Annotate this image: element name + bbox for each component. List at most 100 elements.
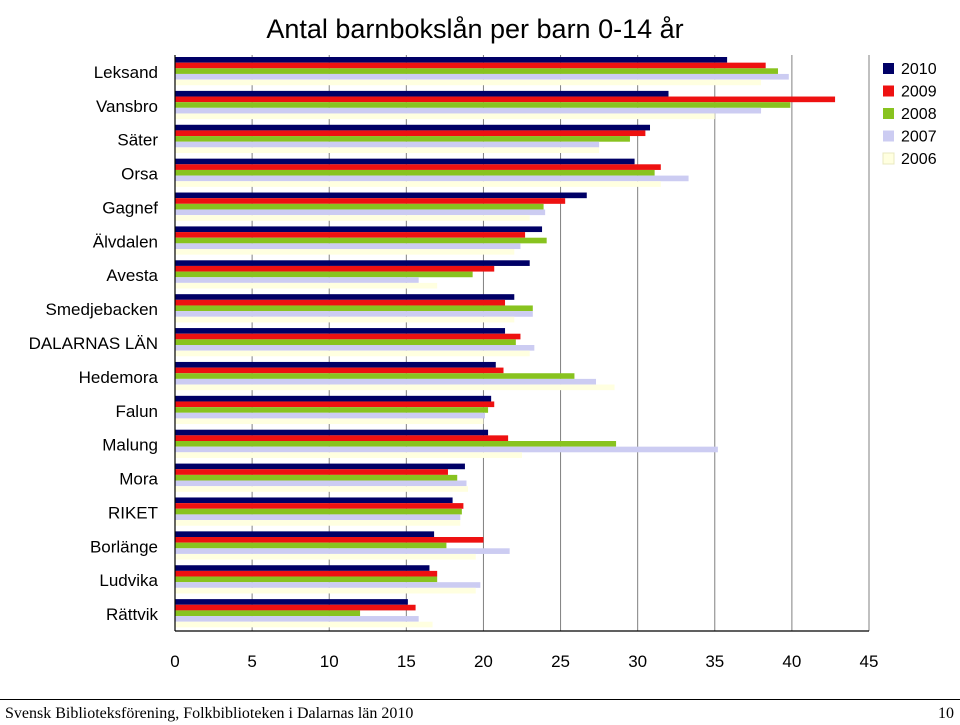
category-label: Avesta	[106, 266, 158, 285]
footer-text: Svensk Biblioteksförening, Folkbibliotek…	[5, 705, 414, 722]
category-label: Älvdalen	[93, 232, 158, 251]
legend-swatch-2006	[882, 152, 895, 165]
bar-2008-smedjebacken	[175, 305, 533, 312]
bar-2008-malung	[175, 441, 617, 447]
bar-2007-gagnef	[175, 209, 546, 216]
bar-2007-mora	[175, 480, 467, 487]
bar-2008-säter	[175, 136, 630, 142]
bar-2010-mora	[175, 463, 465, 470]
bar-2009-älvdalen	[175, 232, 526, 238]
x-tick-label: 10	[320, 652, 339, 671]
bar-2008-mora	[175, 474, 458, 481]
bar-2010-riket	[175, 497, 453, 504]
x-tick-label: 0	[170, 652, 179, 671]
legend-swatch-2009	[883, 85, 894, 97]
legend-label-2006: 2006	[901, 151, 937, 168]
bar-2007-leksand	[175, 73, 789, 80]
bar-2008-leksand	[175, 68, 779, 74]
category-label: Vansbro	[96, 97, 158, 116]
bar-2008-hedemora	[175, 373, 575, 379]
category-label: DALARNAS LÄN	[29, 334, 158, 353]
x-tick-label: 45	[860, 652, 879, 671]
bar-2010-rättvik	[175, 599, 408, 605]
legend-label-2008: 2008	[901, 106, 937, 123]
category-label: Ludvika	[99, 571, 158, 590]
bar-2010-säter	[175, 124, 651, 131]
bar-2010-hedemora	[175, 361, 496, 368]
bar-2009-mora	[175, 469, 448, 475]
bar-2008-dalarnas-län	[175, 339, 516, 345]
category-label: RIKET	[108, 503, 158, 522]
bar-2008-avesta	[175, 271, 473, 278]
bar-2006-falun	[175, 418, 484, 425]
category-label: Smedjebacken	[46, 300, 158, 319]
bar-2010-ludvika	[175, 565, 430, 571]
bar-2006-gagnef	[175, 215, 530, 221]
x-tick-label: 25	[551, 652, 570, 671]
bar-2007-vansbro	[175, 107, 762, 114]
bar-2009-ludvika	[175, 570, 438, 577]
bar-2010-gagnef	[175, 192, 587, 199]
bar-2008-rättvik	[175, 610, 361, 617]
bar-2009-säter	[175, 130, 646, 137]
bar-2009-riket	[175, 503, 464, 509]
category-label: Falun	[115, 402, 158, 421]
legend-label-2009: 2009	[901, 84, 937, 101]
bar-2007-dalarnas-län	[175, 345, 535, 351]
bar-2006-ludvika	[175, 587, 476, 594]
bar-2010-malung	[175, 429, 489, 436]
bar-2007-hedemora	[175, 378, 597, 385]
bar-2009-falun	[175, 401, 495, 408]
x-tick-label: 35	[705, 652, 724, 671]
bar-2006-smedjebacken	[175, 316, 515, 323]
bar-2008-älvdalen	[175, 237, 547, 244]
bar-2007-orsa	[175, 175, 689, 182]
bar-2009-borlänge	[175, 537, 484, 543]
x-tick-label: 5	[247, 652, 256, 671]
legend-swatch-2010	[883, 63, 894, 74]
bar-2006-orsa	[175, 181, 661, 187]
bar-2009-vansbro	[175, 96, 836, 103]
bar-2010-smedjebacken	[175, 294, 515, 300]
bar-2006-leksand	[175, 79, 762, 86]
bar-2009-dalarnas-län	[175, 333, 521, 340]
bar-2010-älvdalen	[175, 226, 543, 233]
bar-2009-avesta	[175, 265, 495, 272]
bar-2006-älvdalen	[175, 249, 515, 255]
bar-2006-avesta	[175, 282, 438, 289]
category-label: Rättvik	[106, 605, 158, 624]
bar-2009-leksand	[175, 62, 766, 69]
bar-chart: 0 5 10 15 20 25 30 35 40 45 Leksand Vansbro Säter Ors…	[29, 55, 937, 671]
category-label: Hedemora	[79, 368, 159, 387]
category-label: Mora	[119, 470, 158, 489]
bar-2007-avesta	[175, 277, 419, 283]
x-tick-label: 15	[397, 652, 416, 671]
bar-2009-smedjebacken	[175, 299, 506, 306]
bar-2006-vansbro	[175, 113, 715, 120]
bar-2006-malung	[175, 452, 522, 458]
category-label: Orsa	[121, 165, 158, 184]
bar-2008-falun	[175, 407, 489, 413]
bar-2006-säter	[175, 147, 600, 153]
legend-label-2010: 2010	[901, 61, 937, 78]
bar-2008-ludvika	[175, 576, 438, 583]
x-tick-label: 30	[628, 652, 647, 671]
legend-label-2007: 2007	[901, 129, 937, 146]
bar-2006-dalarnas-län	[175, 350, 530, 357]
bar-2010-leksand	[175, 57, 728, 63]
category-label: Säter	[117, 131, 158, 150]
bar-2006-hedemora	[175, 384, 615, 391]
bar-2006-mora	[175, 486, 469, 492]
bar-2010-borlänge	[175, 531, 435, 537]
bar-2007-ludvika	[175, 582, 481, 588]
bar-2009-gagnef	[175, 198, 566, 204]
bar-2007-borlänge	[175, 548, 510, 554]
footer-divider	[0, 699, 960, 700]
bar-2008-riket	[175, 508, 462, 515]
legend-swatch-2008	[883, 108, 894, 119]
bar-2006-rättvik	[175, 621, 433, 628]
bar-2006-riket	[175, 520, 461, 526]
chart-title: Antal barnbokslån per barn 0-14 år	[266, 14, 684, 44]
category-label: Leksand	[94, 63, 158, 82]
bar-2009-rättvik	[175, 604, 416, 611]
